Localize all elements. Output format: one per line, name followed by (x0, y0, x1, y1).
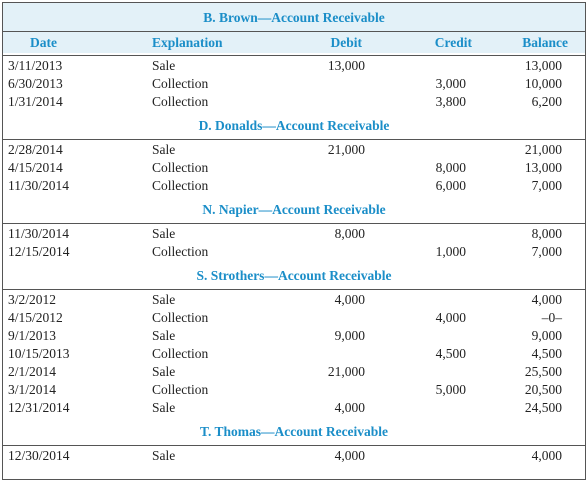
cell-date: 3/1/2014 (8, 382, 57, 397)
cell-credit: 4,000 (435, 310, 466, 325)
cell-explanation: Sale (152, 142, 176, 157)
cell-explanation: Sale (152, 328, 176, 343)
cell-date: 12/30/2014 (8, 448, 70, 463)
cell-explanation: Sale (152, 400, 176, 415)
cell-debit: 13,000 (327, 58, 365, 73)
cell-date: 3/11/2013 (8, 58, 63, 73)
cell-balance: 9,000 (531, 328, 562, 343)
cell-date: 9/1/2013 (8, 328, 57, 343)
cell-explanation: Sale (152, 292, 176, 307)
column-header: Debit (330, 35, 363, 50)
section-rule (2, 223, 586, 224)
cell-date: 11/30/2014 (8, 178, 70, 193)
cell-balance: 6,200 (531, 94, 562, 109)
cell-balance: 7,000 (531, 244, 562, 259)
cell-explanation: Sale (152, 58, 176, 73)
section-rule (2, 445, 586, 446)
cell-explanation: Sale (152, 448, 176, 463)
cell-debit: 21,000 (327, 142, 365, 157)
cell-date: 12/15/2014 (8, 244, 70, 259)
cell-date: 2/1/2014 (8, 364, 57, 379)
cell-balance: 4,000 (531, 448, 562, 463)
column-header: Balance (522, 35, 568, 50)
cell-debit: 4,000 (334, 448, 365, 463)
cell-balance: 24,500 (524, 400, 562, 415)
cell-debit: 9,000 (334, 328, 365, 343)
cell-explanation: Collection (152, 160, 209, 175)
cell-explanation: Collection (152, 346, 209, 361)
cell-credit: 8,000 (435, 160, 466, 175)
cell-explanation: Collection (152, 382, 209, 397)
cell-credit: 1,000 (435, 244, 466, 259)
cell-date: 3/2/2012 (8, 292, 57, 307)
cell-date: 2/28/2014 (8, 142, 63, 157)
cell-explanation: Collection (152, 244, 209, 259)
section-title: N. Napier—Account Receivable (202, 202, 386, 217)
cell-debit: 4,000 (334, 292, 365, 307)
cell-balance: 8,000 (531, 226, 562, 241)
cell-date: 12/31/2014 (8, 400, 70, 415)
section-rule (2, 289, 586, 290)
cell-credit: 5,000 (435, 382, 466, 397)
cell-debit: 8,000 (334, 226, 365, 241)
section-title: T. Thomas—Account Receivable (199, 424, 389, 439)
cell-balance: 13,000 (524, 58, 562, 73)
cell-debit: 4,000 (334, 400, 365, 415)
cell-date: 1/31/2014 (8, 94, 63, 109)
section-title: B. Brown—Account Receivable (203, 10, 385, 25)
cell-date: 6/30/2013 (8, 76, 63, 91)
cell-date: 4/15/2014 (8, 160, 63, 175)
cell-explanation: Collection (152, 178, 209, 193)
cell-explanation: Collection (152, 76, 209, 91)
cell-date: 10/15/2013 (8, 346, 70, 361)
cell-date: 11/30/2014 (8, 226, 70, 241)
cell-credit: 4,500 (435, 346, 466, 361)
section-title: D. Donalds—Account Receivable (198, 118, 390, 133)
cell-explanation: Sale (152, 226, 176, 241)
cell-balance: –0– (541, 310, 562, 325)
cell-explanation: Collection (152, 94, 209, 109)
cell-credit: 3,800 (435, 94, 466, 109)
section-rule (2, 55, 586, 56)
title-bg (3, 3, 585, 53)
cell-debit: 21,000 (327, 364, 365, 379)
cell-explanation: Collection (152, 310, 209, 325)
section-rule (2, 139, 586, 140)
cell-balance: 13,000 (524, 160, 562, 175)
section-title: S. Strothers—Account Receivable (196, 268, 392, 283)
cell-balance: 20,500 (524, 382, 562, 397)
cell-explanation: Sale (152, 364, 176, 379)
cell-balance: 7,000 (531, 178, 562, 193)
cell-balance: 4,000 (531, 292, 562, 307)
cell-balance: 25,500 (524, 364, 562, 379)
header-rule (2, 31, 586, 32)
cell-balance: 4,500 (531, 346, 562, 361)
cell-balance: 21,000 (524, 142, 562, 157)
column-header: Credit (434, 35, 472, 50)
cell-credit: 6,000 (435, 178, 466, 193)
column-header: Explanation (152, 35, 223, 50)
column-header: Date (30, 35, 57, 50)
cell-balance: 10,000 (524, 76, 562, 91)
cell-credit: 3,000 (435, 76, 466, 91)
cell-date: 4/15/2012 (8, 310, 63, 325)
